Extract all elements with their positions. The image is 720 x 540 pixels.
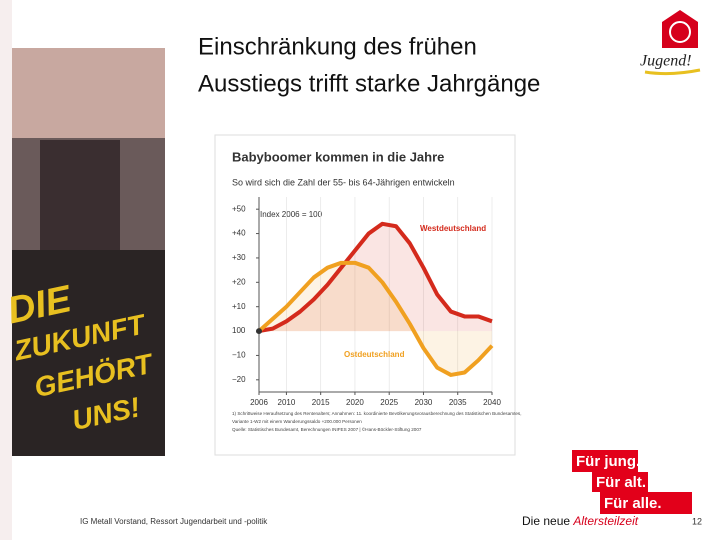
badge-box	[572, 450, 638, 472]
photo-sign	[12, 250, 165, 456]
photo: DIE ZUKUNFT GEHÖRT UNS!	[4, 48, 165, 456]
logo-swoosh	[644, 68, 701, 76]
y-tick-label: +30	[232, 253, 246, 262]
x-tick-label: 2010	[278, 398, 296, 407]
series-line	[258, 221, 493, 334]
heading: Ausstiegs trifft starke Jahrgänge	[198, 70, 540, 97]
x-tick-label: 2006	[250, 398, 268, 407]
badge: Für jung. Für alt. Für alle.	[572, 450, 692, 514]
x-tick-label: 2025	[380, 398, 398, 407]
footer-left: IG Metall Vorstand, Ressort Jugendarbeit…	[80, 517, 268, 526]
logo: Jugend!	[640, 10, 701, 76]
side-strip	[0, 0, 12, 540]
badge-text: Für alt.	[596, 474, 646, 491]
y-tick-label: +40	[232, 229, 246, 238]
start-point	[256, 328, 262, 335]
footnote: Quelle: Statistisches Bundesamt, Berechn…	[232, 426, 422, 432]
x-tick-label: 2020	[346, 398, 364, 407]
page-number: 12	[692, 516, 702, 526]
y-tick-label: 100	[232, 326, 246, 335]
chart-panel	[214, 134, 516, 456]
footnote: 1) Schrittweise Heraufsetzung des Renten…	[232, 411, 522, 416]
x-tick-label: 2030	[415, 398, 433, 407]
logo-ring	[669, 21, 691, 43]
footer-center-highlight: Altersteilzeit	[572, 514, 638, 528]
photo-crowd	[40, 140, 120, 260]
footer-center-text: Die neue	[522, 514, 573, 528]
series-line	[257, 260, 494, 377]
chart-title: Babyboomer kommen in die Jahre	[232, 149, 444, 164]
area	[259, 262, 492, 375]
x-tick-label: 2040	[483, 398, 501, 407]
y-tick-label: −20	[232, 375, 246, 384]
footnote: Variante 1-W2 mit einem Wanderungssaldo …	[232, 419, 362, 424]
badge-box	[592, 472, 648, 492]
badge-text: Für alle.	[604, 495, 662, 512]
y-tick-label: +50	[232, 204, 246, 213]
series-label: Westdeutschland	[420, 224, 486, 233]
annotation: Index 2006 = 100	[260, 210, 323, 219]
plot: 2006 2010 2015 2020 2025 2030 2035 2040 +50 +40 +3…	[232, 197, 501, 407]
y-tick-label: +20	[232, 277, 246, 286]
logo-shield	[662, 10, 698, 48]
x-tick-label: 2035	[449, 398, 467, 407]
footer-center: Die neue Altersteilzeit	[522, 514, 639, 528]
y-tick-label: +10	[232, 302, 246, 311]
x-tick-label: 2015	[312, 398, 330, 407]
badge-text: Für jung.	[576, 453, 640, 470]
y-tick-label: −10	[232, 351, 246, 360]
badge-box	[600, 492, 692, 514]
chart-subtitle: So wird sich die Zahl der 55- bis 64-Jäh…	[232, 177, 455, 187]
heading: Einschränkung des frühen	[198, 33, 477, 60]
photo-banner	[12, 48, 165, 138]
series-label: Ostdeutschland	[344, 350, 405, 359]
logo-text: Jugend!	[640, 53, 692, 70]
